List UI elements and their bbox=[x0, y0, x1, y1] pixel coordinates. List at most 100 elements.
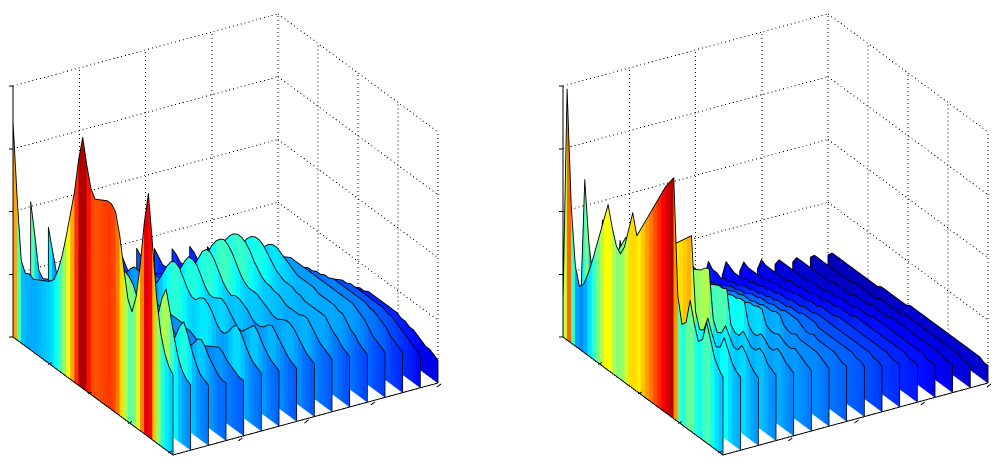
ribbon-slice bbox=[186, 378, 191, 451]
ribbon-slice bbox=[407, 337, 413, 383]
ribbon-slice bbox=[736, 371, 741, 451]
ribbon-slice bbox=[913, 361, 918, 403]
ribbon-slice bbox=[648, 207, 654, 404]
ribbon-slice bbox=[948, 361, 953, 393]
ribbon-slice bbox=[199, 373, 205, 443]
ribbon-slice bbox=[376, 340, 382, 395]
x-axis-line bbox=[12, 336, 174, 456]
ribbon-outline bbox=[721, 261, 883, 367]
ribbon-slice bbox=[301, 344, 307, 411]
ribbon-slice bbox=[961, 358, 967, 386]
grid-line-horizontal bbox=[562, 76, 829, 150]
ribbon-slice bbox=[728, 350, 733, 445]
ribbon-slice bbox=[144, 193, 149, 438]
ribbon-slice bbox=[681, 322, 687, 429]
y-axis-line bbox=[172, 382, 439, 456]
ribbon-slice bbox=[284, 349, 289, 416]
ribbon-slice bbox=[411, 343, 417, 386]
ribbon-slice bbox=[930, 361, 936, 398]
ribbon-slice bbox=[777, 347, 782, 428]
ribbon-slice bbox=[851, 351, 857, 411]
ribbon-slice bbox=[191, 350, 197, 437]
y-axis-tick bbox=[370, 401, 376, 406]
grid-line-horizontal bbox=[562, 13, 829, 87]
ribbon-outline bbox=[792, 257, 953, 366]
ribbon-slice bbox=[883, 349, 888, 399]
ribbon-slice bbox=[297, 336, 303, 408]
ribbon-slice bbox=[78, 137, 83, 389]
ribbon-slice bbox=[21, 260, 26, 347]
waterfall-svg-right bbox=[559, 13, 992, 456]
ribbon-slice bbox=[702, 322, 707, 444]
y-axis-tick bbox=[237, 437, 243, 442]
ribbon-slice bbox=[802, 359, 808, 429]
ribbon-slice bbox=[922, 352, 927, 392]
ribbon-slice bbox=[824, 362, 830, 427]
x-axis-tick bbox=[127, 421, 133, 424]
ribbon-slice bbox=[323, 347, 329, 410]
ribbon-slice bbox=[834, 351, 839, 416]
waterfall-ribbon bbox=[827, 252, 989, 384]
ribbon-slice bbox=[98, 199, 104, 404]
ribbon-slice bbox=[403, 332, 409, 380]
ribbon-slice bbox=[673, 177, 679, 423]
ribbon-slice bbox=[262, 343, 267, 418]
ribbon-slice bbox=[865, 349, 870, 404]
ribbon-outline bbox=[810, 254, 971, 366]
ribbon-slice bbox=[115, 211, 120, 417]
waterfall-svg-left bbox=[9, 13, 442, 456]
ribbon-slice bbox=[274, 364, 280, 427]
x-axis-tick bbox=[637, 391, 643, 395]
y-axis-tick bbox=[787, 437, 793, 442]
ribbon-slice bbox=[847, 348, 853, 408]
ribbon-slice bbox=[292, 362, 297, 422]
ribbon-slice bbox=[926, 358, 932, 395]
ribbon-slice bbox=[745, 353, 751, 440]
ribbon-slice bbox=[855, 357, 861, 414]
ribbon-slice bbox=[798, 353, 804, 426]
ribbon-slice bbox=[45, 280, 51, 365]
ribbon-slice bbox=[41, 280, 47, 362]
ribbon-slice bbox=[767, 363, 773, 438]
ribbon-slice bbox=[754, 371, 759, 446]
ribbon-slice bbox=[820, 356, 826, 424]
ribbon-slice bbox=[566, 89, 572, 344]
ribbon-slice bbox=[579, 284, 584, 353]
ribbon-slice bbox=[636, 228, 642, 395]
ribbon-slice bbox=[90, 188, 96, 398]
ribbon-slice bbox=[204, 379, 209, 446]
ribbon-slice bbox=[221, 379, 227, 441]
ribbon-slice bbox=[816, 351, 821, 421]
ribbon-slice bbox=[57, 255, 63, 374]
ribbon-outline bbox=[562, 88, 724, 378]
ribbon-slice bbox=[148, 193, 153, 441]
ribbon-slice bbox=[583, 274, 588, 356]
ribbon-slice bbox=[257, 367, 262, 432]
ribbon-slice bbox=[661, 186, 666, 414]
x-axis-tick bbox=[717, 450, 723, 454]
grid-line-depth bbox=[827, 13, 989, 133]
ribbon-slice bbox=[599, 219, 605, 368]
y-axis-tick bbox=[304, 419, 309, 424]
ribbon-slice bbox=[37, 279, 42, 359]
ribbon-slice bbox=[327, 352, 333, 413]
waterfall-plot-right bbox=[501, 0, 1003, 472]
x-axis-tick bbox=[167, 450, 173, 454]
ribbon-slice bbox=[53, 269, 59, 371]
axis-lines bbox=[9, 85, 442, 456]
ribbon-slice bbox=[918, 349, 923, 389]
x-axis-tick bbox=[87, 391, 93, 395]
ribbon-slice bbox=[416, 349, 421, 389]
ribbon-slice bbox=[785, 361, 790, 434]
ribbon-slice bbox=[895, 360, 900, 408]
ribbon-slice bbox=[904, 352, 910, 397]
ribbon-slice bbox=[749, 363, 755, 443]
ribbon-slice bbox=[653, 200, 658, 407]
x-axis-tick bbox=[677, 421, 683, 424]
ribbon-slice bbox=[936, 349, 941, 384]
x-axis-tick bbox=[47, 362, 53, 365]
ribbon-slice bbox=[345, 350, 350, 408]
ribbon-slice bbox=[49, 279, 55, 368]
ribbon-slice bbox=[390, 335, 395, 387]
